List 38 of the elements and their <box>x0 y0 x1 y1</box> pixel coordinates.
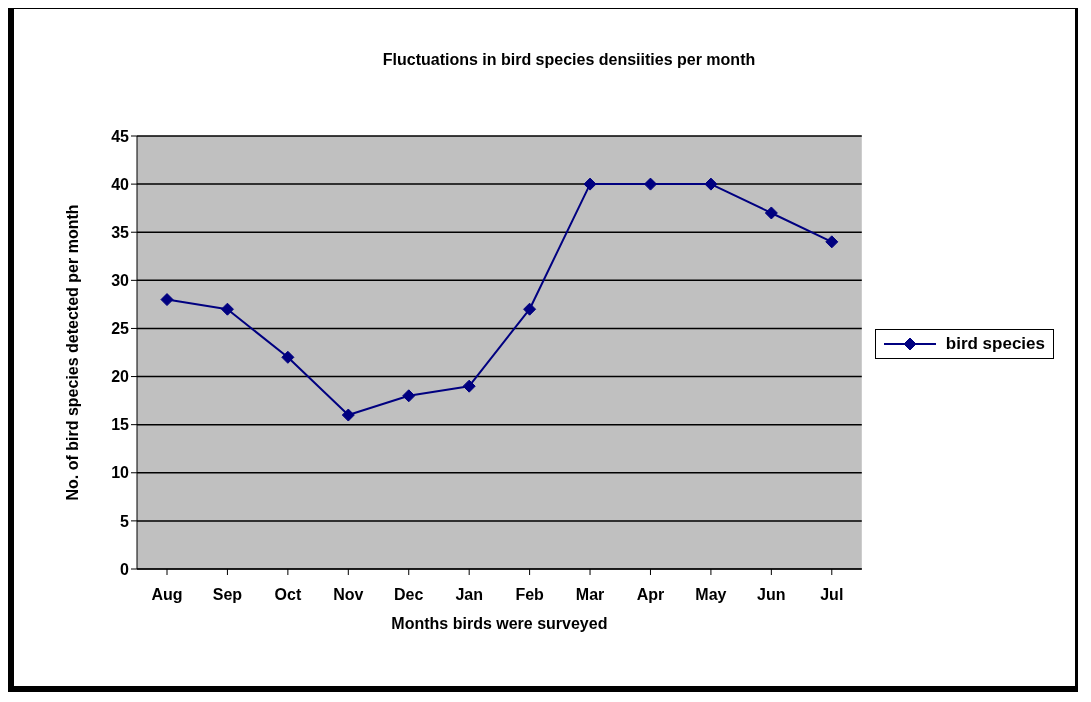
x-tick-label: Aug <box>151 586 183 604</box>
y-tick-label: 20 <box>111 368 130 386</box>
y-tick-label: 0 <box>120 560 130 578</box>
x-tick-label: Jun <box>757 586 786 604</box>
point <box>281 350 295 364</box>
x-tick-label: Jul <box>820 586 844 604</box>
y-tick-label: 45 <box>111 127 130 145</box>
point <box>160 293 174 307</box>
x-tick-label: Dec <box>394 586 424 604</box>
y-tick-label: 10 <box>111 464 130 482</box>
x-tick-label: Jan <box>455 586 483 604</box>
point <box>704 177 718 191</box>
y-tick-label: 5 <box>120 512 130 530</box>
y-tick-label: 40 <box>111 175 130 193</box>
x-tick-label: Oct <box>274 586 302 604</box>
legend-label: bird species <box>945 334 1045 354</box>
x-tick-label: May <box>695 586 727 604</box>
point <box>402 389 416 403</box>
chart-title: Fluctuations in bird species densiities per month <box>381 51 757 69</box>
y-axis-title: No. of bird species detected per month <box>63 204 81 501</box>
point <box>825 235 839 249</box>
y-tick-label: 15 <box>111 416 130 434</box>
y-tick-label: 30 <box>111 272 130 290</box>
x-tick-label: Sep <box>212 586 243 604</box>
x-tick-label: Feb <box>515 586 545 604</box>
y-tick-label: 35 <box>111 223 130 241</box>
x-tick-label: Mar <box>575 586 605 604</box>
point <box>523 302 537 316</box>
x-tick-label: Nov <box>333 586 364 604</box>
x-axis-title: Months birds were surveyed <box>391 615 608 632</box>
x-tick-label: Apr <box>636 586 665 604</box>
point <box>462 379 476 393</box>
point <box>764 206 778 220</box>
point <box>643 177 657 191</box>
y-tick-label: 25 <box>111 320 130 338</box>
point <box>220 302 234 316</box>
point <box>583 177 597 191</box>
point <box>341 408 355 422</box>
